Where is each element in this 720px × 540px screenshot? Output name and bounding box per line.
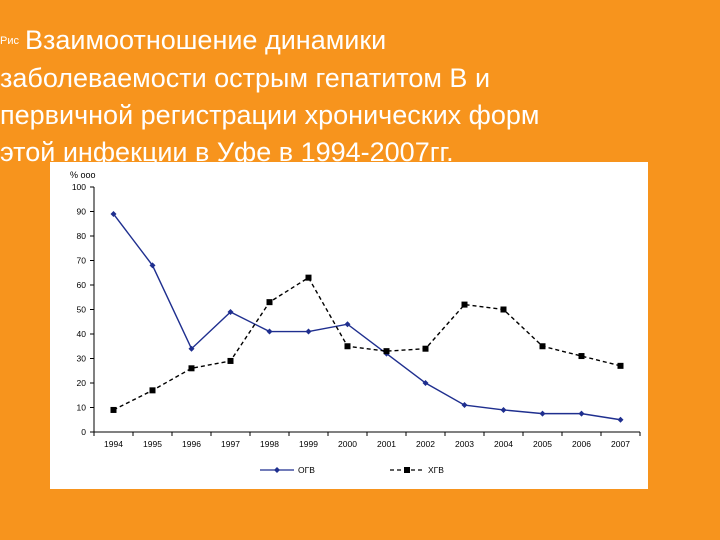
x-tick-label: 1994: [104, 439, 123, 449]
x-tick-label: 2000: [338, 439, 357, 449]
data-point: [110, 210, 117, 217]
x-tick-label: 1999: [299, 439, 318, 449]
data-point: [578, 353, 585, 360]
x-tick-label: 2002: [416, 439, 435, 449]
legend-label: ОГВ: [298, 465, 315, 475]
data-point: [227, 357, 234, 364]
x-tick-label: 2007: [611, 439, 630, 449]
data-point: [500, 306, 507, 313]
title-prefix: Рис: [0, 35, 19, 48]
data-point: [617, 416, 624, 423]
data-point: [578, 410, 585, 417]
data-point: [188, 365, 195, 372]
data-point: [422, 345, 429, 352]
data-point: [266, 299, 273, 306]
data-point: [110, 406, 117, 413]
data-point: [539, 410, 546, 417]
data-point: [344, 321, 351, 328]
data-point: [404, 467, 410, 473]
slide-title: Рис Взаимоотношение динамики заболеваемос…: [0, 22, 700, 171]
y-tick-label: 40: [77, 329, 87, 339]
legend-entry: ХГВ: [390, 465, 444, 475]
x-tick-label: 1997: [221, 439, 240, 449]
y-tick-label: 0: [81, 427, 86, 437]
data-point: [274, 467, 280, 473]
chart-axes: % ооо 0 10 20 30 40 50 60 70 80 90 100 1994 1995 1996 1…: [70, 170, 641, 449]
data-point: [383, 348, 390, 355]
y-axis-label: % ооо: [70, 170, 96, 180]
series-line: [112, 213, 621, 421]
data-point: [149, 262, 156, 269]
x-tick-label: 2006: [572, 439, 591, 449]
data-point: [461, 301, 468, 308]
y-tick-label: 80: [77, 231, 87, 241]
x-tick-label: 2005: [533, 439, 552, 449]
title-line-2: заболеваемости острым гепатитом В и: [0, 63, 491, 94]
data-point: [539, 343, 546, 350]
y-tick-label: 90: [77, 207, 87, 217]
legend-entry: ОГВ: [260, 465, 315, 475]
data-point: [344, 343, 351, 350]
x-tick-label: 1998: [260, 439, 279, 449]
y-tick-label: 60: [77, 280, 87, 290]
data-point: [266, 328, 273, 335]
series-line: [113, 276, 621, 411]
data-point: [188, 345, 195, 352]
title-line-1: Взаимоотношение динамики: [24, 25, 387, 55]
data-point: [461, 402, 468, 409]
series-2: [110, 274, 624, 413]
y-tick-label: 10: [77, 403, 87, 413]
x-tick-label: 2001: [377, 439, 396, 449]
x-tick-label: 2004: [494, 439, 513, 449]
y-tick-label: 30: [77, 354, 87, 364]
x-tick-label: 1995: [143, 439, 162, 449]
data-point: [500, 406, 507, 413]
title-line-3: первичной регистрации хронических форм: [0, 100, 540, 131]
y-tick-label: 100: [72, 182, 86, 192]
chart-panel: % ооо 0 10 20 30 40 50 60 70 80 90 100 1994 1995 1996 1…: [50, 162, 648, 489]
y-tick-label: 50: [77, 305, 87, 315]
data-point: [422, 380, 429, 386]
data-point: [227, 308, 234, 315]
x-tick-label: 2003: [455, 439, 474, 449]
x-tick-label: 1996: [182, 439, 201, 449]
y-tick-label: 20: [77, 378, 87, 388]
data-point: [149, 387, 156, 394]
data-point: [617, 362, 624, 369]
data-point: [305, 274, 312, 281]
y-tick-label: 70: [77, 256, 87, 266]
data-point: [305, 328, 312, 335]
series-1: [110, 210, 624, 423]
line-chart: % ооо 0 10 20 30 40 50 60 70 80 90 100 1994 1995 1996 1…: [70, 170, 641, 475]
chart-series: [110, 210, 624, 423]
chart-legend: ОГВ ХГВ: [260, 465, 444, 475]
legend-label: ХГВ: [428, 465, 444, 475]
